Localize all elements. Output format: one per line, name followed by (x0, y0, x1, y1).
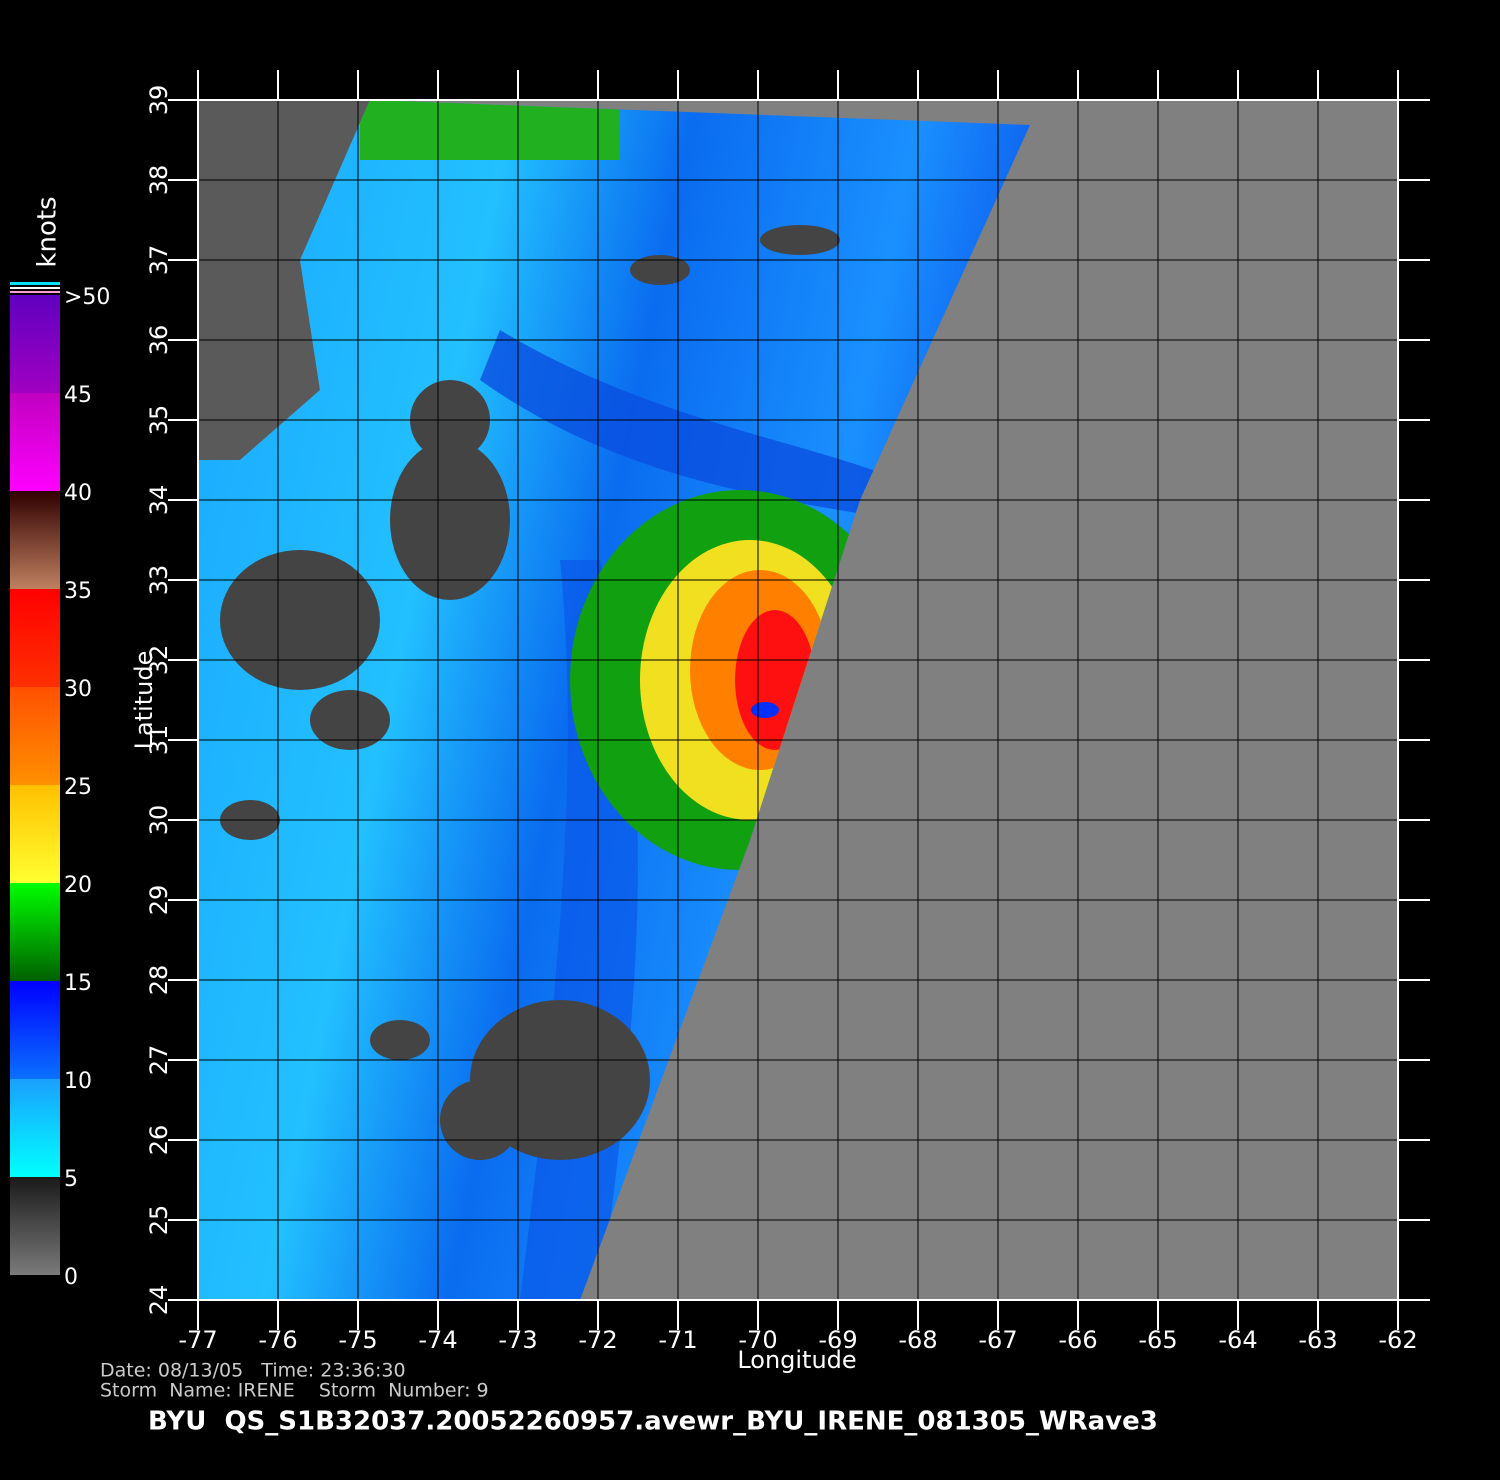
plot-frame (197, 99, 1399, 1301)
y-tick-label: 36 (145, 325, 173, 356)
y-tick-label: 30 (145, 805, 173, 836)
x-tick-label: -71 (658, 1326, 697, 1354)
colorbar-segment (10, 687, 60, 785)
x-tick-label: -62 (1378, 1326, 1417, 1354)
colorbar-segment (10, 589, 60, 687)
x-tick-label: -72 (578, 1326, 617, 1354)
y-tick-label: 35 (145, 405, 173, 436)
colorbar-label: >50 (64, 285, 110, 310)
x-tick-label: -64 (1218, 1326, 1257, 1354)
y-tick-label: 37 (145, 245, 173, 276)
y-tick-label: 26 (145, 1125, 173, 1156)
colorbar-segment (10, 295, 60, 393)
x-tick-label: -63 (1298, 1326, 1337, 1354)
wind-band (360, 100, 620, 160)
colorbar-label: 10 (64, 1069, 92, 1094)
colorbar-segment (10, 491, 60, 589)
x-tick-label: -70 (738, 1326, 777, 1354)
y-tick-label: 34 (145, 485, 173, 516)
y-tick-label: 31 (145, 725, 173, 756)
y-tick-label: 32 (145, 645, 173, 676)
colorbar-label: 30 (64, 677, 92, 702)
colorbar-segment (10, 1079, 60, 1177)
storm-eye (751, 702, 779, 718)
storm-line: Storm Name: IRENE Storm Number: 9 (100, 1380, 489, 1402)
colorbar-segment (10, 883, 60, 981)
x-tick-label: -65 (1138, 1326, 1177, 1354)
x-tick-label: -76 (258, 1326, 297, 1354)
colorbar-label: 15 (64, 971, 92, 996)
colorbar-label: 40 (64, 481, 92, 506)
colorbar-label: 25 (64, 775, 92, 800)
x-tick-label: -73 (498, 1326, 537, 1354)
land (198, 100, 370, 460)
colorbar-segment (10, 785, 60, 883)
x-axis-title: Longitude (737, 1346, 856, 1374)
x-tick-label: -68 (898, 1326, 937, 1354)
colorbar (10, 295, 60, 1275)
colorbar-label: 35 (64, 579, 92, 604)
x-tick-label: -69 (818, 1326, 857, 1354)
colorbar-label: 0 (64, 1265, 78, 1290)
y-tick-label: 28 (145, 965, 173, 996)
y-tick-label: 33 (145, 565, 173, 596)
date-line: Date: 08/13/05 Time: 23:36:30 (100, 1360, 406, 1382)
y-tick-label: 27 (145, 1045, 173, 1076)
wind-features (220, 100, 910, 1300)
colorbar-segment (10, 393, 60, 491)
y-tick-label: 38 (145, 165, 173, 196)
colorbar-segment (10, 981, 60, 1079)
y-axis-title: Latitude (130, 651, 158, 750)
wind-band (480, 330, 900, 520)
y-tick-label: 24 (145, 1285, 173, 1316)
x-tick-label: -75 (338, 1326, 377, 1354)
file-name: BYU QS_S1B32037.20052260957.avewr_BYU_IR… (148, 1407, 1158, 1437)
colorbar-segment (10, 1177, 60, 1275)
y-tick-label: 39 (145, 85, 173, 116)
x-tick-label: -66 (1058, 1326, 1097, 1354)
colorbar-label: 20 (64, 873, 92, 898)
rain-flags (220, 225, 840, 1160)
x-tick-label: -74 (418, 1326, 457, 1354)
y-tick-label: 29 (145, 885, 173, 916)
map (168, 70, 1430, 1330)
colorbar-label: 5 (64, 1167, 78, 1192)
colorbar-top-stripes (10, 282, 60, 293)
colorbar-label: 45 (64, 383, 92, 408)
colorbar-title: knots (33, 196, 63, 267)
x-tick-label: -77 (178, 1326, 217, 1354)
x-tick-label: -67 (978, 1326, 1017, 1354)
y-tick-label: 25 (145, 1205, 173, 1236)
